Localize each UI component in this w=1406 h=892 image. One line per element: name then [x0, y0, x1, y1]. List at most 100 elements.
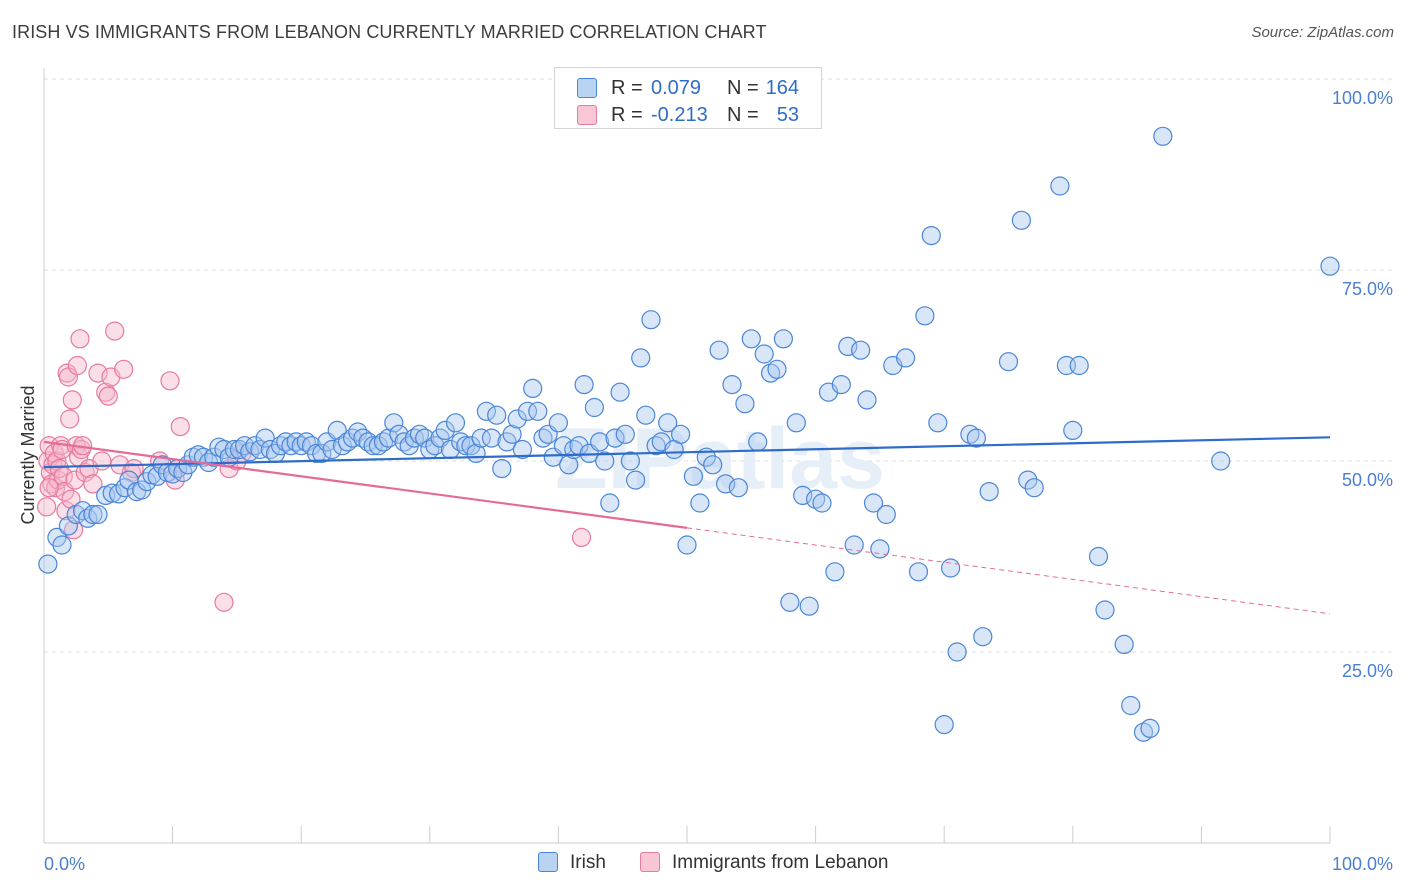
y-tick-label: 50.0%	[1342, 470, 1393, 490]
lebanon-point	[170, 417, 190, 437]
irish-point	[966, 428, 987, 448]
irish-point	[998, 352, 1019, 372]
irish-point	[255, 428, 275, 448]
irish-point	[921, 226, 941, 246]
irish-point	[934, 714, 954, 735]
irish-point	[281, 436, 301, 456]
irish-point	[1024, 478, 1044, 498]
irish-point	[337, 432, 358, 452]
irish-point	[58, 516, 79, 536]
irish-point	[512, 439, 533, 460]
irish-point	[533, 428, 553, 448]
lebanon-point	[70, 329, 90, 349]
irish-point	[1114, 634, 1134, 655]
n-label: N =	[727, 104, 759, 126]
irish-point	[610, 382, 630, 402]
irish-point	[625, 470, 646, 490]
irish-point	[1063, 420, 1083, 440]
irish-point	[384, 413, 404, 433]
source-credit: Source: ZipAtlas.com	[1251, 24, 1394, 41]
chart-title: IRISH VS IMMIGRANTS FROM LEBANON CURRENT…	[12, 22, 767, 42]
irish-point	[857, 390, 877, 410]
irish-point	[368, 436, 388, 456]
irish-point	[1018, 470, 1038, 490]
irish-point	[722, 375, 742, 395]
irish-point	[332, 436, 352, 456]
irish-point	[358, 432, 378, 452]
irish-point	[646, 436, 666, 456]
stats-legend-row-lebanon: R = -0.213 N = 53	[555, 101, 821, 129]
irish-point	[435, 420, 455, 440]
irish-point	[799, 596, 819, 616]
irish-point	[52, 535, 72, 555]
irish-point	[507, 409, 527, 429]
n-value: 164	[765, 77, 799, 99]
y-axis-label: Currently Married	[18, 385, 38, 524]
n-label: N =	[727, 77, 759, 99]
legend-label-lebanon: Immigrants from Lebanon	[672, 852, 889, 873]
irish-point	[1069, 355, 1089, 376]
irish-point	[322, 439, 342, 460]
irish-point	[786, 413, 806, 433]
lebanon-point	[60, 409, 80, 429]
irish-point	[947, 642, 967, 662]
lebanon-trend-line	[43, 440, 688, 529]
irish-point	[517, 401, 538, 421]
irish-point	[271, 436, 291, 456]
irish-point	[870, 539, 890, 559]
irish-point	[595, 451, 615, 471]
irish-point	[353, 428, 373, 448]
r-label: R =	[611, 104, 643, 126]
stats-legend: R = 0.079 N = 164 R = -0.213 N = 53	[554, 67, 822, 129]
irish-point	[683, 466, 704, 486]
irish-point	[703, 455, 723, 475]
irish-point	[1095, 600, 1115, 620]
irish-point	[379, 428, 399, 448]
lebanon-point	[61, 489, 81, 509]
irish-point	[83, 504, 103, 525]
series-legend: Irish Immigrants from Lebanon	[0, 850, 1406, 878]
irish-point	[1140, 718, 1160, 739]
irish-point	[641, 310, 661, 330]
lebanon-point	[98, 386, 118, 406]
irish-point	[741, 329, 761, 349]
irish-point	[1011, 210, 1032, 230]
lebanon-point	[62, 390, 82, 410]
grid-lines	[44, 78, 1392, 653]
lebanon-point	[160, 371, 180, 391]
irish-point	[1153, 126, 1173, 146]
irish-point	[409, 424, 430, 444]
irish-point	[204, 447, 224, 467]
irish-point	[363, 436, 383, 456]
irish-point	[548, 413, 569, 433]
irish-point	[838, 336, 858, 356]
irish-point	[291, 436, 311, 456]
irish-point	[487, 405, 507, 425]
x-tick-label: 100.0%	[1332, 854, 1393, 874]
irish-point	[600, 493, 620, 513]
irish-point	[709, 340, 729, 360]
irish-point	[584, 397, 605, 418]
irish-point	[728, 478, 749, 498]
irish-point	[1050, 176, 1070, 196]
lebanon-point	[83, 474, 103, 494]
irish-point	[748, 432, 768, 452]
lebanon-point	[92, 451, 112, 471]
irish-point	[812, 493, 832, 513]
irish-point	[415, 428, 435, 448]
stats-legend-row-irish: R = 0.079 N = 164	[555, 74, 821, 102]
irish-point	[735, 394, 755, 414]
n-value: 53	[776, 104, 799, 126]
r-label: R =	[611, 77, 643, 99]
irish-point	[658, 413, 678, 433]
irish-point	[620, 451, 641, 471]
irish-swatch	[577, 78, 597, 98]
irish-point	[276, 432, 296, 452]
irish-point	[605, 428, 625, 448]
irish-point	[102, 483, 122, 503]
irish-point	[928, 413, 948, 433]
irish-point	[492, 459, 512, 479]
irish-point	[147, 466, 167, 486]
lebanon-trend-extension	[686, 527, 1331, 615]
